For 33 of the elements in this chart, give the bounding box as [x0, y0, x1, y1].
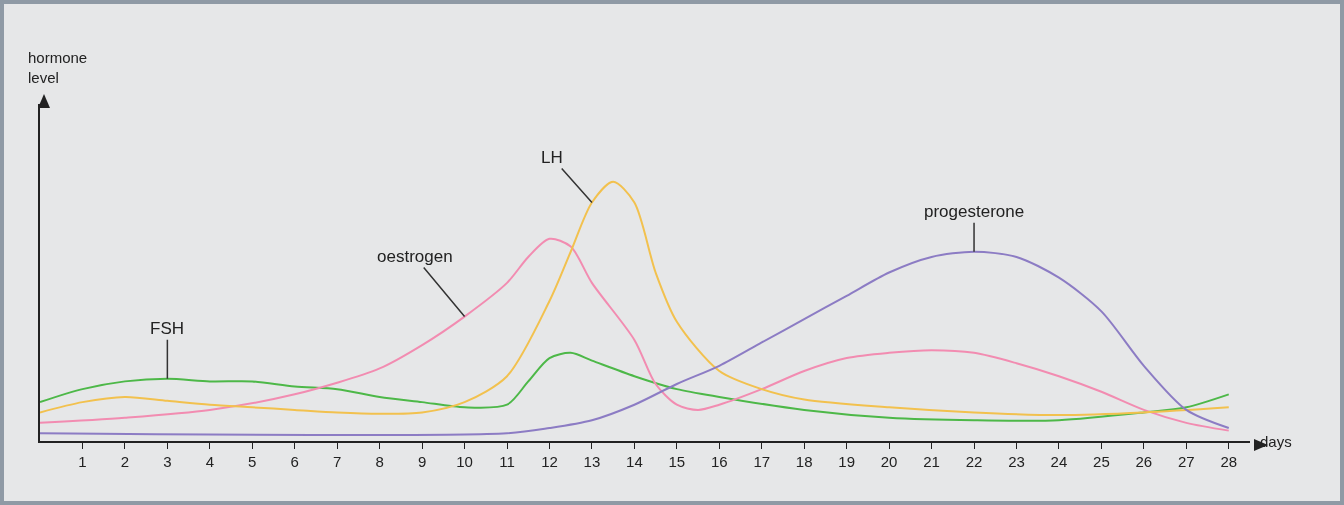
x-tick-label: 15 [668, 453, 686, 470]
x-tick-label: 14 [626, 453, 643, 470]
x-tick-label: 1 [78, 453, 87, 470]
x-tick-label: 22 [965, 453, 983, 470]
x-tick-label: 19 [838, 453, 856, 470]
x-tick-label: 13 [583, 453, 601, 470]
x-tick-label: 5 [248, 453, 257, 470]
x-tick-label: 25 [1093, 453, 1110, 470]
x-tick-label: 8 [375, 453, 384, 470]
x-tick-label: 10 [456, 453, 473, 470]
x-tick-label: 16 [710, 453, 728, 470]
x-tick-label: 24 [1050, 453, 1068, 470]
x-tick-label: 20 [880, 453, 898, 470]
x-tick-label: 2 [120, 453, 130, 470]
x-tick-label: 9 [417, 453, 427, 470]
x-tick-label: 28 [1220, 453, 1238, 470]
x-tick-label: 23 [1008, 453, 1025, 470]
x-tick-label: 7 [333, 453, 342, 470]
text: hormone level [28, 49, 88, 86]
x-tick-label: 4 [205, 453, 214, 470]
x-tick-label: 26 [1135, 453, 1153, 470]
x-tick-label: 12 [541, 453, 558, 470]
x-tick-label: 27 [1177, 453, 1195, 470]
x-tick-label: 11 [499, 453, 515, 470]
x-tick-label: 17 [753, 453, 771, 470]
x-tick-label: 21 [923, 453, 940, 470]
x-tick-label: 18 [795, 453, 813, 470]
text: progesterone [924, 202, 1025, 221]
x-tick-label: 6 [290, 453, 299, 470]
x-tick-label: 3 [163, 453, 172, 470]
text: oestrogen [377, 247, 453, 266]
text: LH [541, 148, 563, 167]
text: FSH [150, 319, 184, 338]
